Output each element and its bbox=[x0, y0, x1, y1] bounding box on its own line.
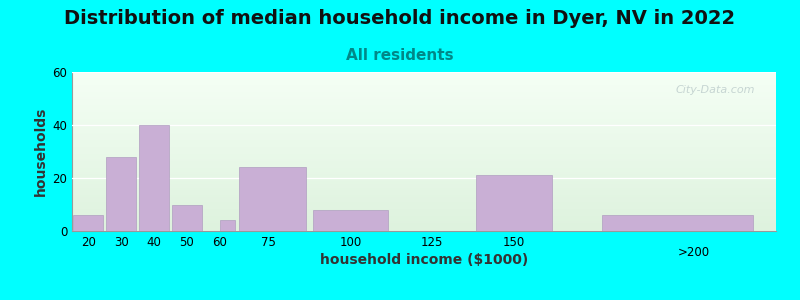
Text: All residents: All residents bbox=[346, 48, 454, 63]
Bar bbox=[476, 175, 552, 231]
Text: Distribution of median household income in Dyer, NV in 2022: Distribution of median household income … bbox=[65, 9, 735, 28]
Bar bbox=[171, 205, 202, 231]
Y-axis label: households: households bbox=[34, 107, 48, 196]
Bar bbox=[74, 215, 103, 231]
Bar bbox=[313, 210, 388, 231]
Text: City-Data.com: City-Data.com bbox=[675, 85, 755, 95]
Bar bbox=[106, 157, 136, 231]
Bar bbox=[138, 125, 169, 231]
Bar bbox=[220, 220, 235, 231]
Bar bbox=[238, 167, 306, 231]
Bar bbox=[602, 215, 753, 231]
X-axis label: household income ($1000): household income ($1000) bbox=[320, 253, 528, 267]
Text: >200: >200 bbox=[678, 246, 710, 259]
